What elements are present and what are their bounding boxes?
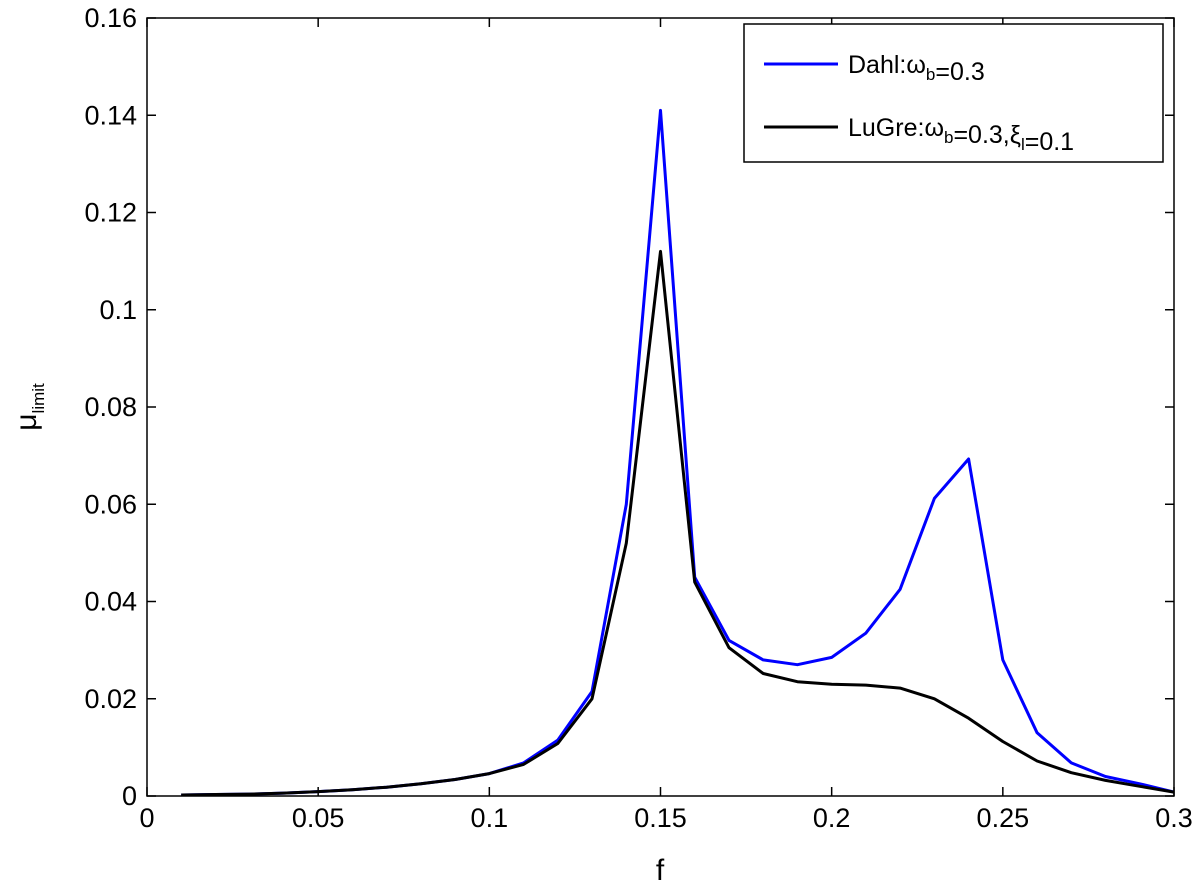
x-tick-label: 0.25 xyxy=(977,803,1030,833)
y-axis-label-sub: limit xyxy=(29,383,48,413)
legend-label-0: Dahl:ωb=0.3 xyxy=(848,51,985,86)
x-tick-label: 0 xyxy=(139,803,154,833)
y-tick-label: 0.02 xyxy=(84,684,137,714)
y-axis-label: μlimit xyxy=(10,383,48,431)
y-tick-label: 0.1 xyxy=(99,295,137,325)
x-tick-label: 0.15 xyxy=(634,803,687,833)
y-axis-label-main: μ xyxy=(10,413,43,430)
y-tick-label: 0.04 xyxy=(84,587,137,617)
y-tick-label: 0.12 xyxy=(84,198,137,228)
legend-box xyxy=(743,23,1164,163)
x-tick-label: 0.05 xyxy=(292,803,345,833)
x-tick-label: 0.2 xyxy=(813,803,851,833)
y-tick-label: 0.14 xyxy=(84,100,137,130)
x-tick-label: 0.3 xyxy=(1155,803,1193,833)
legend: Dahl:ωb=0.3 LuGre:ωb=0.3,ξl=0.1 xyxy=(743,23,1164,163)
x-axis-label: f xyxy=(656,854,665,884)
y-tick-label: 0.16 xyxy=(84,3,137,33)
y-tick-label: 0 xyxy=(122,781,137,811)
x-tick-label: 0.1 xyxy=(471,803,509,833)
y-tick-label: 0.08 xyxy=(84,392,137,422)
series-line-1 xyxy=(181,249,1175,797)
ticks-layer: 0 0.05 0.1 0.15 0.2 0.25 0.3 0 0.02 0.04 0.06 0.08 0… xyxy=(84,3,1192,833)
legend-label-1: LuGre:ωb=0.3,ξl=0.1 xyxy=(848,114,1074,156)
y-tick-label: 0.06 xyxy=(84,489,137,519)
series-layer xyxy=(181,108,1175,797)
